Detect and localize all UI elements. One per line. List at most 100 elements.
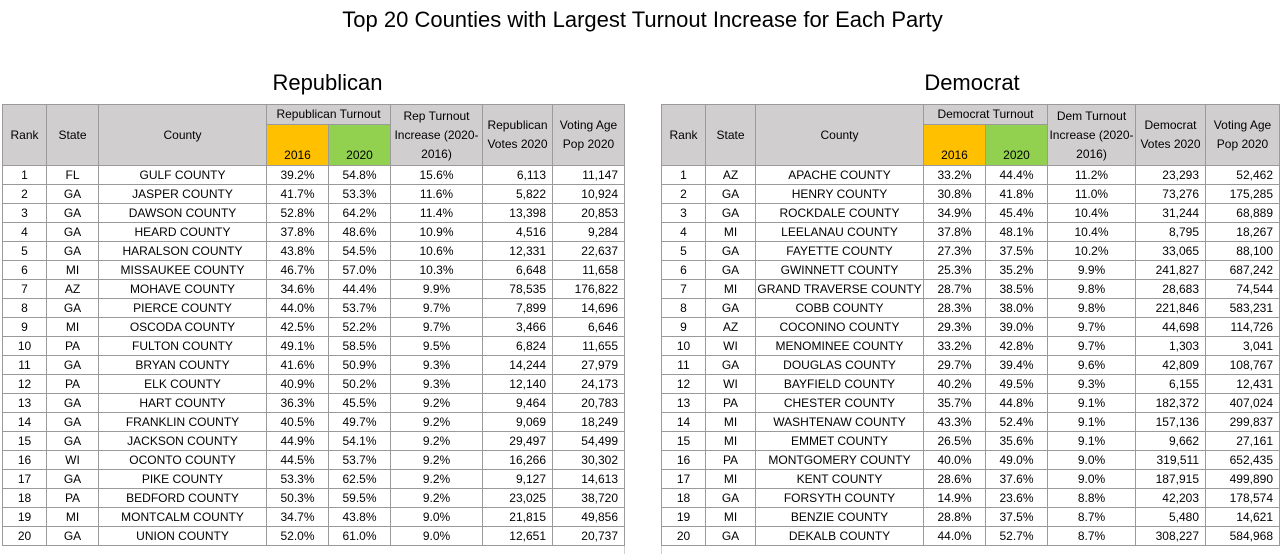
turnout-2016-cell[interactable]: 36.3% [266, 393, 329, 413]
voting-age-pop-cell[interactable]: 584,968 [1205, 526, 1280, 546]
voting-age-pop-cell[interactable]: 176,822 [552, 279, 625, 299]
voting-age-pop-cell[interactable]: 74,544 [1205, 279, 1280, 299]
turnout-increase-cell[interactable]: 9.8% [1047, 298, 1136, 318]
turnout-2020-cell[interactable]: 37.5% [985, 507, 1048, 527]
county-header[interactable]: County [755, 104, 924, 166]
county-cell[interactable]: FORSYTH COUNTY [755, 488, 924, 508]
turnout-2016-cell[interactable]: 49.1% [266, 336, 329, 356]
votes-cell[interactable]: 6,113 [482, 165, 553, 185]
voting-age-pop-cell[interactable]: 22,637 [552, 241, 625, 261]
rank-cell[interactable]: 12 [2, 374, 47, 394]
rank-cell[interactable]: 4 [661, 222, 706, 242]
rank-cell[interactable]: 8 [661, 298, 706, 318]
turnout-increase-cell[interactable]: 10.9% [390, 222, 483, 242]
turnout-2016-cell[interactable]: 29.3% [923, 317, 986, 337]
turnout-2016-cell[interactable]: 40.2% [923, 374, 986, 394]
turnout-2020-cell[interactable]: 54.1% [328, 431, 391, 451]
county-cell[interactable]: BEDFORD COUNTY [98, 488, 267, 508]
state-cell[interactable]: GA [705, 260, 756, 280]
votes-cell[interactable]: 6,648 [482, 260, 553, 280]
turnout-2016-cell[interactable]: 28.3% [923, 298, 986, 318]
turnout-2016-cell[interactable]: 52.0% [266, 526, 329, 546]
turnout-increase-cell[interactable]: 9.1% [1047, 393, 1136, 413]
county-cell[interactable]: HENRY COUNTY [755, 184, 924, 204]
voting-age-pop-cell[interactable]: 178,574 [1205, 488, 1280, 508]
rank-header[interactable]: Rank [661, 104, 706, 166]
turnout-2020-cell[interactable]: 54.5% [328, 241, 391, 261]
rank-cell[interactable]: 6 [661, 260, 706, 280]
county-cell[interactable]: MISSAUKEE COUNTY [98, 260, 267, 280]
county-cell[interactable]: JACKSON COUNTY [98, 431, 267, 451]
turnout-2020-cell[interactable]: 39.4% [985, 355, 1048, 375]
voting-age-pop-cell[interactable]: 27,979 [552, 355, 625, 375]
rank-cell[interactable]: 9 [661, 317, 706, 337]
turnout-increase-cell[interactable]: 8.8% [1047, 488, 1136, 508]
state-cell[interactable]: FL [46, 165, 99, 185]
state-cell[interactable]: WI [46, 450, 99, 470]
turnout-increase-cell[interactable]: 11.6% [390, 184, 483, 204]
votes-cell[interactable]: 33,065 [1135, 241, 1206, 261]
year-2020-header[interactable]: 2020 [985, 124, 1048, 166]
turnout-2016-cell[interactable]: 34.9% [923, 203, 986, 223]
year-2016-header[interactable]: 2016 [923, 124, 986, 166]
state-cell[interactable]: GA [705, 241, 756, 261]
state-cell[interactable]: MI [46, 317, 99, 337]
votes-cell[interactable]: 9,069 [482, 412, 553, 432]
turnout-2020-cell[interactable]: 44.8% [985, 393, 1048, 413]
turnout-2016-cell[interactable]: 30.8% [923, 184, 986, 204]
voting-age-pop-cell[interactable]: 12,431 [1205, 374, 1280, 394]
voting-age-pop-cell[interactable]: 14,696 [552, 298, 625, 318]
state-cell[interactable]: AZ [705, 317, 756, 337]
turnout-2020-cell[interactable]: 52.4% [985, 412, 1048, 432]
turnout-2016-cell[interactable]: 34.7% [266, 507, 329, 527]
county-cell[interactable]: KENT COUNTY [755, 469, 924, 489]
rank-cell[interactable]: 3 [2, 203, 47, 223]
votes-cell[interactable]: 13,398 [482, 203, 553, 223]
turnout-increase-cell[interactable]: 9.2% [390, 393, 483, 413]
county-cell[interactable]: PIERCE COUNTY [98, 298, 267, 318]
turnout-increase-cell[interactable]: 11.4% [390, 203, 483, 223]
county-cell[interactable]: BENZIE COUNTY [755, 507, 924, 527]
votes-cell[interactable]: 29,497 [482, 431, 553, 451]
county-cell[interactable]: OCONTO COUNTY [98, 450, 267, 470]
voting-age-pop-cell[interactable]: 11,655 [552, 336, 625, 356]
state-cell[interactable]: GA [46, 222, 99, 242]
voting-age-pop-cell[interactable]: 52,462 [1205, 165, 1280, 185]
votes-header[interactable]: Democrat Votes 2020 [1135, 104, 1206, 166]
voting-age-pop-cell[interactable]: 88,100 [1205, 241, 1280, 261]
state-cell[interactable]: GA [705, 203, 756, 223]
turnout-increase-cell[interactable]: 9.0% [1047, 450, 1136, 470]
county-cell[interactable]: FRANKLIN COUNTY [98, 412, 267, 432]
state-cell[interactable]: MI [46, 260, 99, 280]
rank-cell[interactable]: 17 [661, 469, 706, 489]
rank-cell[interactable]: 13 [661, 393, 706, 413]
votes-cell[interactable]: 241,827 [1135, 260, 1206, 280]
voting-age-pop-cell[interactable]: 11,658 [552, 260, 625, 280]
turnout-increase-cell[interactable]: 10.4% [1047, 203, 1136, 223]
turnout-2016-cell[interactable]: 34.6% [266, 279, 329, 299]
votes-cell[interactable]: 12,331 [482, 241, 553, 261]
state-header[interactable]: State [705, 104, 756, 166]
voting-age-pop-cell[interactable]: 20,853 [552, 203, 625, 223]
turnout-2020-cell[interactable]: 53.7% [328, 450, 391, 470]
votes-cell[interactable]: 157,136 [1135, 412, 1206, 432]
turnout-2016-cell[interactable]: 37.8% [266, 222, 329, 242]
state-cell[interactable]: PA [705, 393, 756, 413]
rank-cell[interactable]: 16 [2, 450, 47, 470]
turnout-2020-cell[interactable]: 39.0% [985, 317, 1048, 337]
voting-age-pop-cell[interactable]: 9,284 [552, 222, 625, 242]
votes-cell[interactable]: 78,535 [482, 279, 553, 299]
turnout-increase-cell[interactable]: 9.9% [390, 279, 483, 299]
turnout-increase-cell[interactable]: 10.6% [390, 241, 483, 261]
state-cell[interactable]: PA [46, 374, 99, 394]
state-cell[interactable]: GA [705, 298, 756, 318]
turnout-increase-cell[interactable]: 9.3% [390, 374, 483, 394]
votes-cell[interactable]: 7,899 [482, 298, 553, 318]
voting-age-pop-cell[interactable]: 299,837 [1205, 412, 1280, 432]
turnout-increase-cell[interactable]: 9.2% [390, 450, 483, 470]
voting-age-pop-cell[interactable]: 10,924 [552, 184, 625, 204]
rank-cell[interactable]: 10 [2, 336, 47, 356]
rank-cell[interactable]: 2 [661, 184, 706, 204]
voting-age-pop-header[interactable]: Voting Age Pop 2020 [1205, 104, 1280, 166]
voting-age-pop-cell[interactable]: 175,285 [1205, 184, 1280, 204]
